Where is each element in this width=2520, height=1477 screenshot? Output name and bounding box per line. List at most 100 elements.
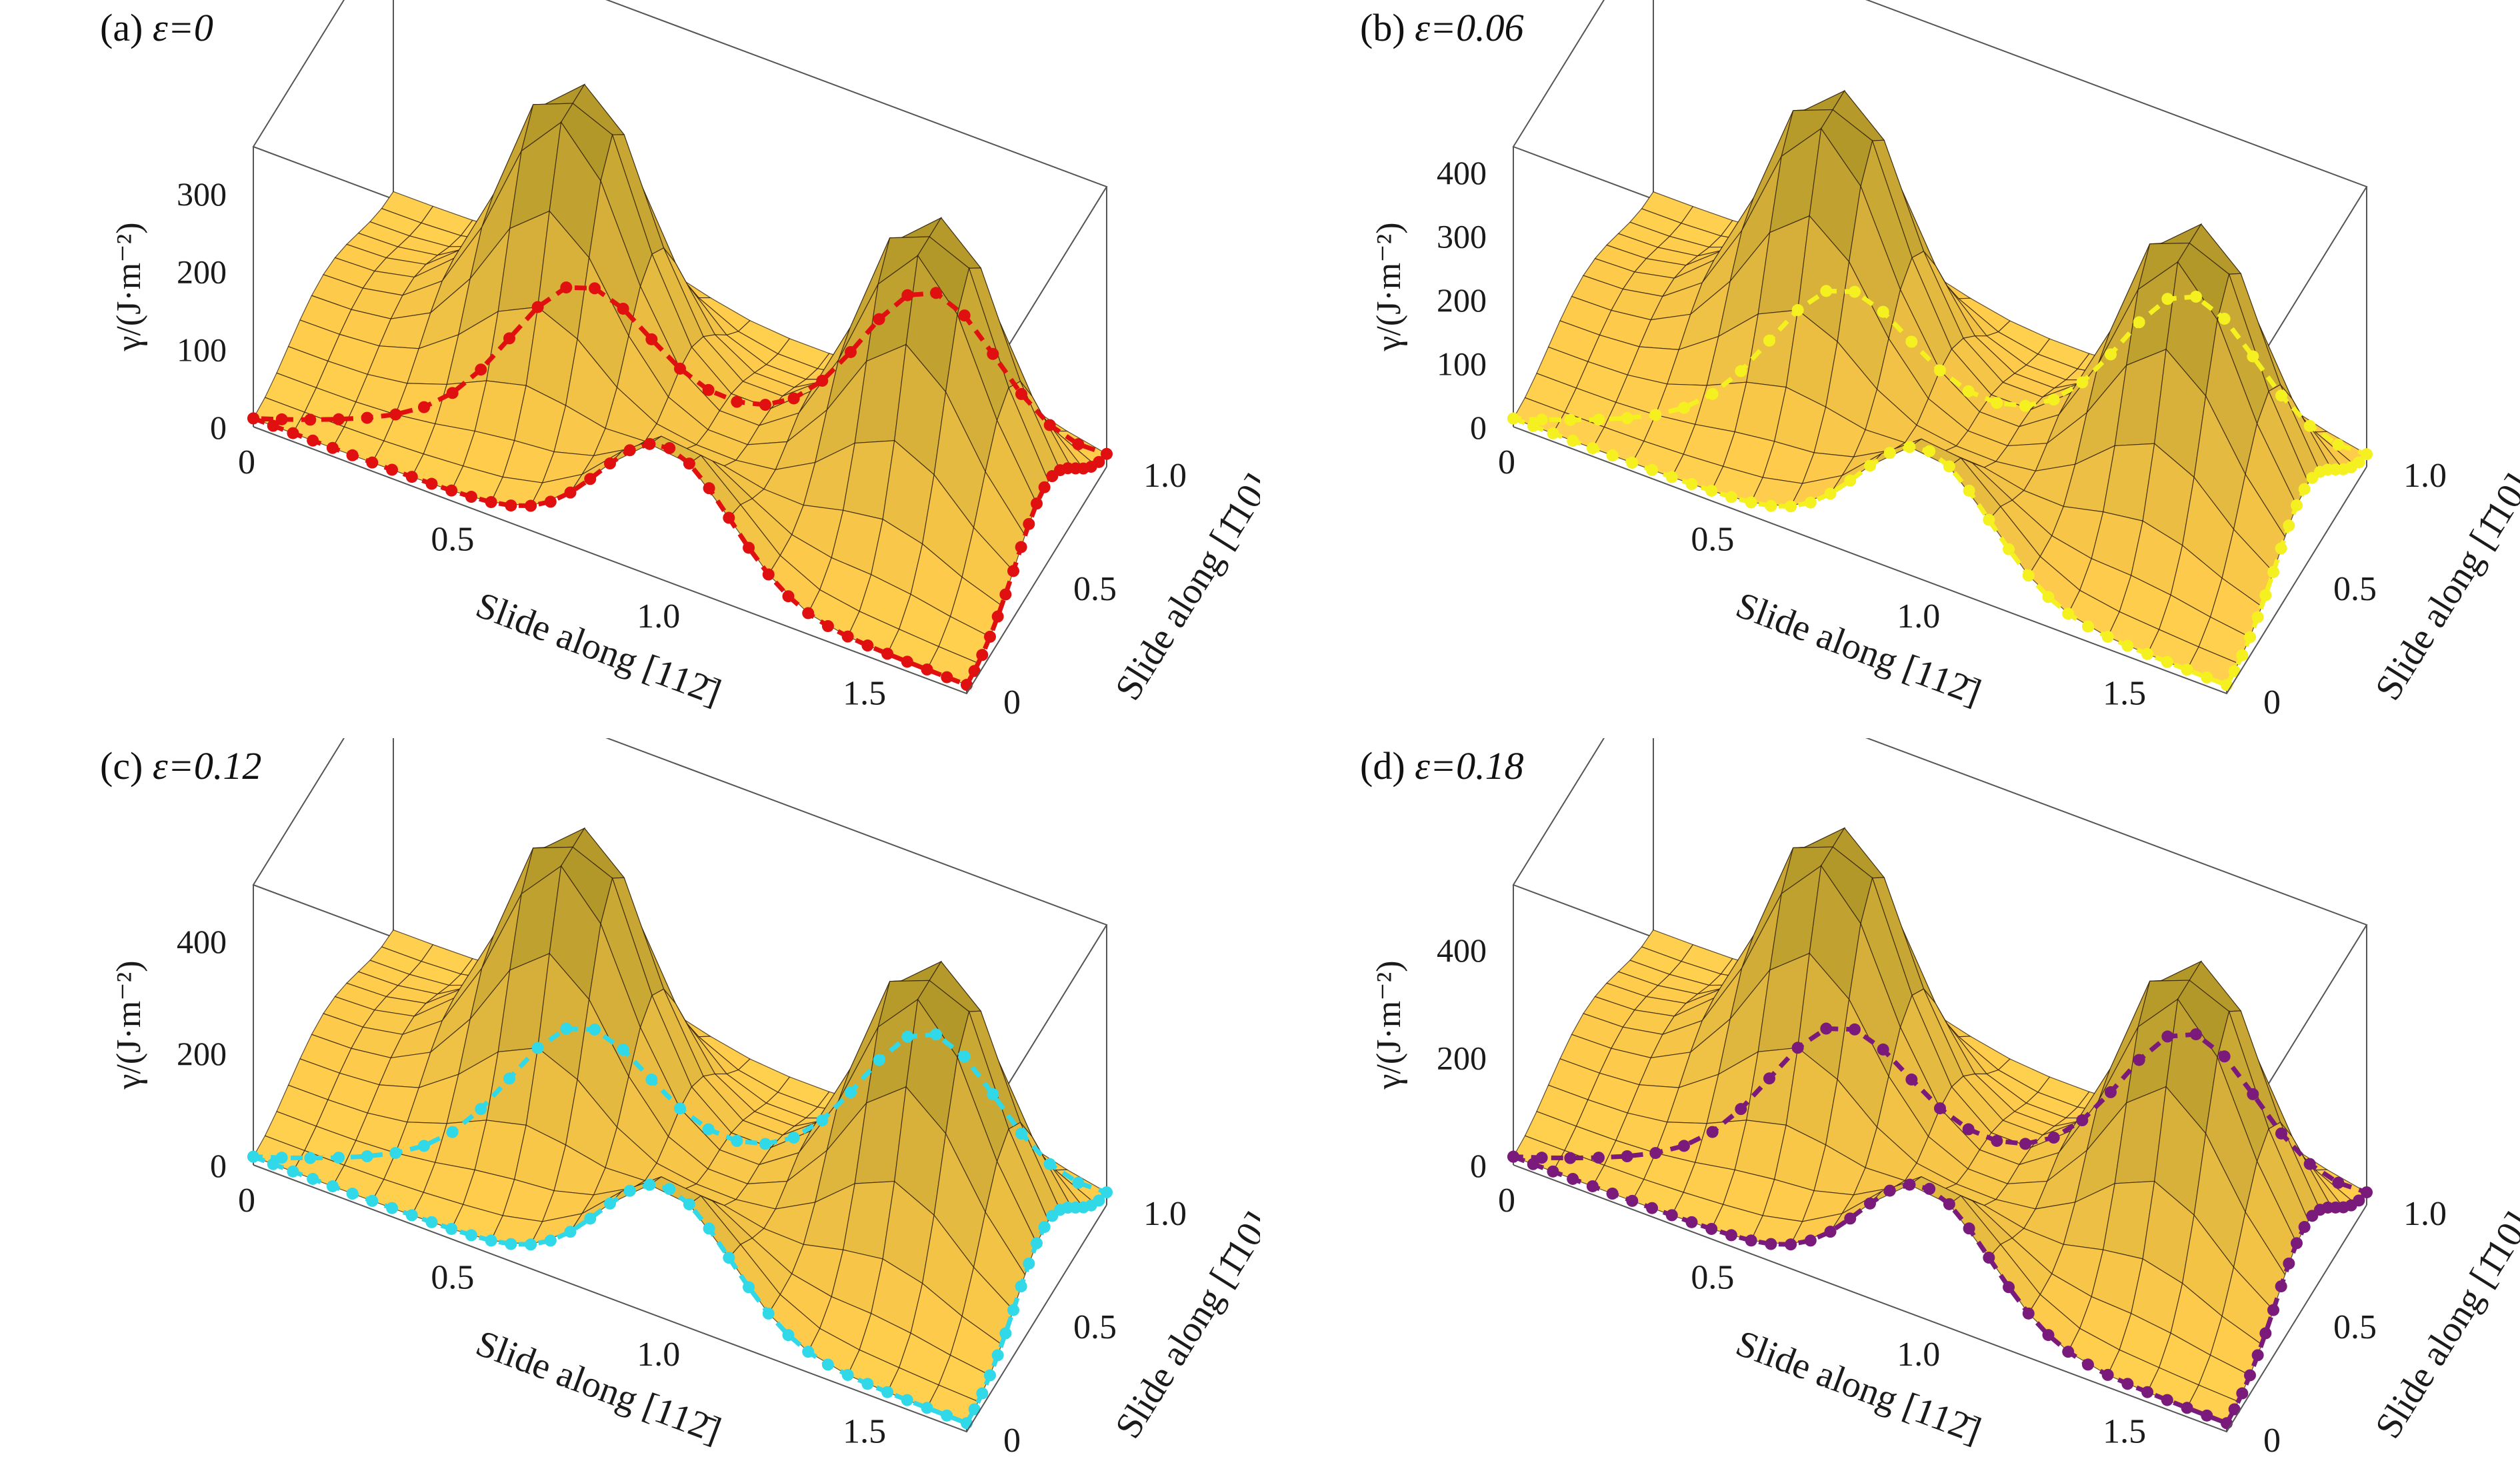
mep-point — [2081, 1358, 2094, 1371]
mep-point — [346, 1188, 359, 1200]
mep-point — [1093, 455, 1105, 468]
x-tick-label: 1.0 — [637, 1336, 680, 1374]
mep-point — [2275, 1127, 2287, 1140]
mep-point — [841, 1368, 854, 1381]
mep-point — [1991, 397, 2003, 409]
z-tick-label: 0 — [210, 409, 227, 446]
mep-point — [2247, 1088, 2259, 1100]
mep-point — [1586, 1180, 1599, 1192]
mep-point — [2190, 290, 2202, 303]
mep-point — [2133, 316, 2145, 329]
mep-point — [604, 1197, 616, 1210]
mep-point — [643, 1178, 656, 1191]
mep-point — [1593, 1152, 1605, 1164]
mep-point — [683, 457, 695, 470]
mep-point — [2259, 1327, 2272, 1340]
mep-point — [1962, 385, 1975, 397]
mep-point — [304, 1152, 317, 1164]
panel-c-strain: ε=0.12 — [152, 744, 262, 788]
mep-point — [2076, 1114, 2089, 1127]
z-axis-label: γ/(J·m⁻²) — [1370, 222, 1408, 351]
mep-point — [2081, 620, 2094, 633]
mep-point — [389, 408, 402, 421]
mep-point — [405, 1209, 418, 1222]
mep-point — [2291, 1237, 2303, 1250]
mep-point — [991, 610, 1004, 623]
mep-point — [307, 434, 319, 447]
mep-point — [1962, 1123, 1975, 1136]
mep-point — [2019, 399, 2031, 412]
mep-point — [787, 392, 800, 405]
y-tick-label: 0 — [2263, 683, 2281, 721]
mep-point — [901, 1030, 914, 1043]
mep-point — [961, 679, 973, 691]
mep-point — [1824, 487, 1837, 500]
mep-point — [2201, 1409, 2213, 1422]
mep-point — [1923, 1182, 1936, 1195]
mep-point — [1923, 445, 1936, 457]
mep-point — [2251, 611, 2264, 623]
mep-point — [267, 1158, 279, 1170]
mep-point — [1844, 1212, 1857, 1225]
x-tick-label: 1.0 — [1897, 597, 1940, 635]
mep-point — [1883, 447, 1896, 459]
y-tick-label: 0.5 — [2333, 1308, 2377, 1346]
mep-point — [821, 619, 834, 632]
mep-point — [968, 1403, 981, 1416]
mep-point — [663, 442, 676, 455]
mep-point — [976, 649, 989, 661]
mep-point — [589, 1023, 601, 1036]
mep-point — [873, 313, 885, 325]
panel-d: (d) ε=0.18 0 200 400 γ/(J·m⁻²) 0 0.5 1.0 1.5 Sli… — [1260, 738, 2520, 1476]
mep-point — [2267, 565, 2279, 578]
mep-point — [901, 655, 913, 668]
mep-point — [446, 387, 459, 399]
energy-surface — [253, 83, 1108, 685]
mep-point — [1015, 541, 1027, 553]
mep-point — [623, 1184, 636, 1197]
mep-point — [958, 1050, 971, 1063]
mep-point — [723, 511, 735, 524]
mep-point — [1705, 484, 1718, 497]
mep-point — [1621, 1150, 1633, 1162]
x-tick-label: 0 — [1498, 1182, 1515, 1220]
mep-point — [759, 1138, 771, 1150]
mep-point — [1824, 1226, 1837, 1238]
mep-point — [968, 665, 981, 677]
mep-point — [465, 1229, 477, 1242]
mep-point — [958, 309, 971, 322]
mep-point — [2161, 655, 2173, 668]
mep-point — [873, 1054, 885, 1066]
energy-surface — [1513, 827, 2367, 1424]
z-tick-label: 400 — [177, 923, 227, 960]
mep-point — [1015, 1280, 1027, 1293]
mep-point — [999, 588, 1012, 601]
y-tick-label: 1.0 — [1143, 1195, 1187, 1233]
mep-point — [743, 1281, 755, 1294]
mep-point — [418, 1140, 430, 1152]
mep-point — [475, 363, 487, 376]
mep-point — [941, 671, 953, 683]
mep-point — [2105, 348, 2117, 361]
z-axis-label: γ/(J·m⁻²) — [110, 222, 148, 351]
mep-point — [2361, 1186, 2373, 1199]
mep-point — [1706, 1126, 1719, 1138]
z-tick-label: 200 — [1437, 1039, 1487, 1076]
mep-point — [1007, 1304, 1019, 1316]
mep-point — [584, 473, 597, 485]
mep-point — [984, 630, 996, 643]
mep-point — [2244, 1369, 2256, 1382]
mep-point — [901, 289, 914, 301]
z-tick-label: 100 — [177, 331, 227, 368]
mep-point — [702, 1123, 715, 1136]
y-tick-label: 1.0 — [1143, 457, 1187, 495]
mep-point — [816, 1114, 829, 1127]
mep-point — [346, 449, 359, 461]
mep-point — [2042, 591, 2055, 603]
mep-point — [1527, 1158, 1539, 1170]
panel-c-label: (c) ε=0.12 — [100, 744, 261, 788]
mep-point — [921, 663, 933, 676]
mep-point — [1626, 1194, 1639, 1207]
